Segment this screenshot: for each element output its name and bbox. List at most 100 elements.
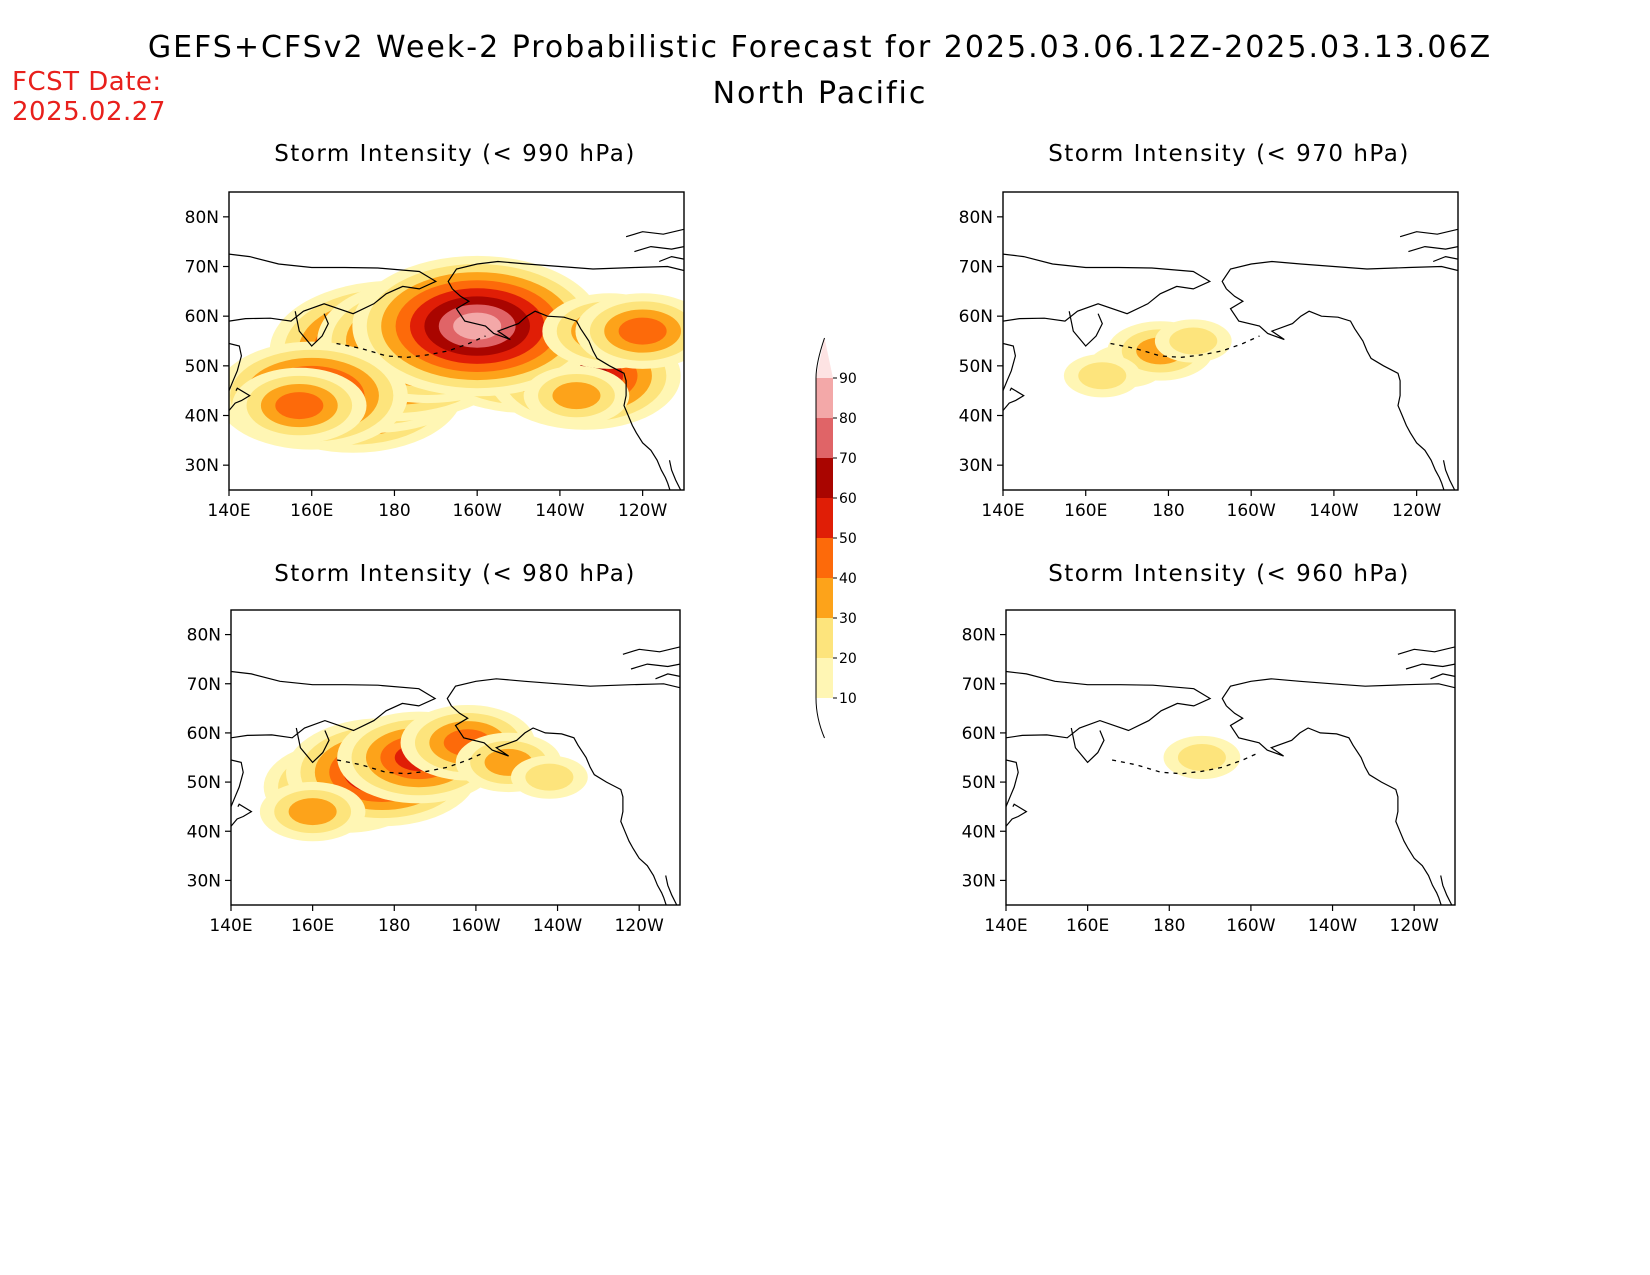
colorbar-top-cap	[816, 338, 833, 378]
coastline	[630, 663, 680, 670]
map-panel-p970: 80N 70N 60N 50N 40N 30N 140E 160E 180 160W 140W 120…	[959, 191, 1459, 521]
coastline	[1003, 342, 1017, 391]
coastline	[1438, 875, 1453, 905]
probability-field	[1163, 735, 1241, 780]
colorbar-box	[816, 458, 833, 498]
aleutian-islands	[1111, 752, 1260, 775]
lat-label: 50N	[185, 357, 219, 377]
lon-label: 140W	[1309, 501, 1358, 521]
probability-field	[259, 704, 588, 842]
lat-label: 40N	[185, 407, 219, 427]
coastline	[1225, 705, 1440, 898]
prob-blob	[618, 317, 667, 345]
coastline	[1397, 646, 1455, 655]
fcst-date-label: FCST Date:	[12, 67, 162, 97]
prob-blob	[1078, 362, 1127, 390]
aleutian-islands	[336, 752, 485, 775]
map-frame	[230, 609, 681, 906]
coastline	[1221, 678, 1455, 707]
map-panel-p980: 80N 70N 60N 50N 40N 30N 140E 160E 180 160W 140W 120…	[187, 609, 681, 936]
coastline	[229, 342, 243, 391]
lon-label: 160W	[453, 501, 502, 521]
coastlines	[1003, 228, 1458, 490]
colorbar-outline	[815, 337, 825, 739]
lon-label: 120W	[618, 501, 667, 521]
lat-label: 80N	[959, 208, 993, 228]
coastline	[295, 727, 330, 764]
coastline	[294, 311, 329, 347]
lat-label: 50N	[187, 773, 221, 793]
coastline	[1221, 260, 1458, 290]
panel-title-990: Storm Intensity (< 990 hPa)	[274, 141, 636, 167]
region-title: North Pacific	[712, 76, 928, 111]
coastline	[1440, 460, 1456, 490]
lat-label: 70N	[959, 258, 993, 278]
lon-label: 160E	[1064, 501, 1107, 521]
lon-label: 160E	[1066, 916, 1109, 936]
map-panel-p960: 80N 70N 60N 50N 40N 30N 140E 160E 180 160W 140W 120…	[962, 609, 1456, 936]
colorbar-label: 60	[839, 491, 857, 507]
coastline	[1006, 759, 1019, 807]
coastline	[1408, 245, 1458, 253]
lat-label: 60N	[185, 307, 219, 327]
prob-blob	[525, 763, 574, 791]
lat-label: 40N	[962, 822, 996, 842]
coastline	[447, 260, 684, 290]
coastline	[1225, 288, 1443, 483]
colorbar-box	[816, 538, 833, 578]
lat-label: 30N	[959, 456, 993, 476]
prob-blob	[288, 798, 337, 826]
coastlines	[1006, 646, 1455, 905]
fcst-date-value: 2025.02.27	[12, 97, 166, 127]
coastline	[658, 255, 684, 263]
colorbar: 90 80 70 60 50 40 30 20 10	[815, 337, 857, 739]
coastline	[1003, 387, 1025, 411]
panel-title-970: Storm Intensity (< 970 hPa)	[1048, 141, 1410, 167]
coastline	[231, 759, 244, 807]
coastlines	[231, 646, 680, 905]
lon-label: 160W	[451, 916, 500, 936]
lon-label: 180	[1152, 501, 1184, 521]
prob-blob	[453, 312, 502, 340]
lat-label: 80N	[962, 626, 996, 646]
colorbar-label: 10	[839, 691, 857, 707]
coastline	[1399, 228, 1458, 238]
panel-title-980: Storm Intensity (< 980 hPa)	[274, 561, 636, 587]
coastline	[1430, 673, 1455, 680]
colorbar-box	[816, 418, 833, 458]
lon-label: 180	[378, 916, 410, 936]
prob-blob	[1177, 744, 1226, 771]
lat-label: 30N	[187, 871, 221, 891]
lat-label: 60N	[962, 724, 996, 744]
panel-title-960: Storm Intensity (< 960 hPa)	[1048, 561, 1410, 587]
lat-label: 60N	[959, 307, 993, 327]
aleutian-islands	[1110, 335, 1260, 359]
lat-label: 80N	[185, 208, 219, 228]
colorbar-label: 50	[839, 531, 857, 547]
lat-label: 50N	[962, 773, 996, 793]
coastline	[1070, 727, 1105, 764]
lat-label: 70N	[962, 675, 996, 695]
coastline	[446, 678, 680, 707]
colorbar-label: 90	[839, 371, 857, 387]
colorbar-label: 40	[839, 571, 857, 587]
coastline	[229, 387, 251, 411]
lon-label: 120W	[1392, 501, 1441, 521]
coastline	[229, 253, 438, 322]
lon-label: 180	[378, 501, 410, 521]
coastline	[1006, 670, 1212, 739]
coastline	[451, 288, 669, 483]
coastline	[666, 460, 682, 490]
lon-label: 160E	[291, 916, 334, 936]
lat-label: 80N	[187, 626, 221, 646]
colorbar-box	[816, 498, 833, 538]
prob-blob	[1169, 327, 1218, 355]
colorbar-label: 70	[839, 451, 857, 467]
lon-label: 140E	[207, 501, 250, 521]
lon-label: 140E	[981, 501, 1024, 521]
lat-label: 60N	[187, 724, 221, 744]
lon-label: 140E	[984, 916, 1027, 936]
lon-label: 160E	[290, 501, 333, 521]
coastline	[622, 646, 680, 655]
